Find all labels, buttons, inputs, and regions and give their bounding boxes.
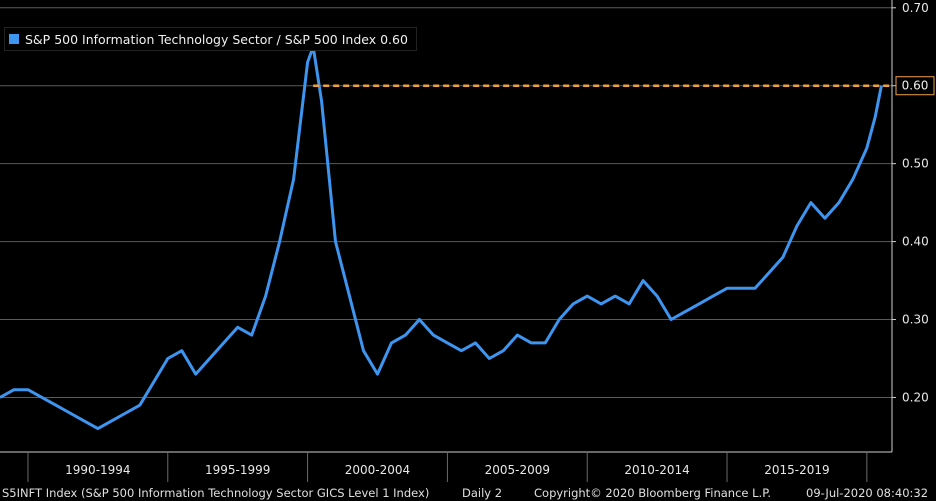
last-value-tag bbox=[895, 76, 935, 96]
footer-copyright: Copyright© 2020 Bloomberg Finance L.P. bbox=[534, 486, 771, 500]
last-value-label: 0.60 bbox=[902, 79, 929, 93]
x-period-label: 1990-1994 bbox=[65, 463, 130, 477]
y-tick-label: 0.20 bbox=[902, 390, 929, 404]
y-tick-label: 0.40 bbox=[902, 235, 929, 249]
legend-swatch bbox=[9, 34, 19, 44]
y-tick-label: 0.30 bbox=[902, 313, 929, 327]
x-period-label: 2015-2019 bbox=[764, 463, 829, 477]
x-period-label: 2010-2014 bbox=[624, 463, 689, 477]
y-tick-label: 0.50 bbox=[902, 157, 929, 171]
plot-background bbox=[0, 0, 892, 452]
chart-footer: S5INFT Index (S&P 500 Information Techno… bbox=[0, 484, 936, 501]
series-line bbox=[0, 45, 883, 431]
legend-series-label: S&P 500 Information Technology Sector / … bbox=[25, 31, 408, 47]
chart-legend: S&P 500 Information Technology Sector / … bbox=[4, 27, 417, 51]
x-period-label: 2005-2009 bbox=[485, 463, 550, 477]
footer-ticker: S5INFT Index (S&P 500 Information Techno… bbox=[2, 486, 430, 500]
x-period-label: 1995-1999 bbox=[205, 463, 270, 477]
y-tick-label: 0.70 bbox=[902, 1, 929, 15]
ratio-line-chart: 0.200.300.400.500.600.700.60 1990-199419… bbox=[0, 0, 935, 482]
footer-timestamp: 09-Jul-2020 08:40:32 bbox=[806, 486, 929, 500]
x-period-label: 2000-2004 bbox=[345, 463, 410, 477]
footer-frequency: Daily 2 bbox=[462, 486, 503, 500]
